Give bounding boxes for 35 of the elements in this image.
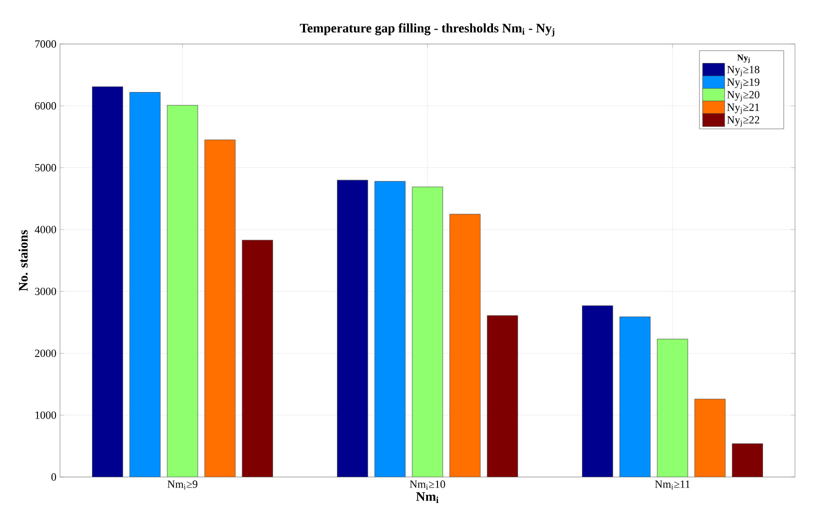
y-axis-title: No. staions (18, 230, 28, 292)
bar (242, 240, 273, 477)
bar (92, 86, 124, 477)
y-tick-label: 0 (51, 473, 56, 481)
bar (486, 315, 518, 477)
legend-label: Ny$_{j}$≥22 (727, 116, 760, 127)
y-tick-label: 4000 (34, 226, 56, 234)
y-tick-label: 5000 (35, 164, 56, 172)
bar (620, 316, 651, 477)
legend-label: Ny$_{j}$≥21 (727, 104, 760, 114)
y-tick-label: 6000 (35, 102, 56, 110)
bar (582, 305, 614, 477)
y-tick-label: 3000 (35, 288, 56, 296)
legend-label: Ny$_{j}$≥19 (727, 78, 760, 89)
y-tick-label: 2000 (35, 350, 56, 357)
bar (204, 140, 236, 477)
bar (130, 92, 161, 477)
legend-label: Ny$_{j}$≥18 (727, 66, 760, 76)
bar (656, 338, 688, 477)
x-tick-label: Nm$_{i}$≥9 (168, 480, 198, 490)
bar (694, 398, 726, 477)
bar (337, 180, 368, 477)
x-tick-label: Nm$_{i}$≥11 (655, 480, 690, 490)
bar (449, 214, 480, 477)
x-axis-title: Nm$_{i}$ (416, 492, 438, 503)
chart-title: Temperature gap filling - thresholds Nm$_{i}$ - Ny$_{j}$ (300, 23, 554, 36)
legend-title: Ny$_{j}$ (737, 54, 750, 63)
x-tick-label: Nm$_{i}$≥10 (410, 480, 446, 490)
bar (374, 181, 406, 477)
y-tick-label: 1000 (36, 411, 56, 419)
bar (412, 186, 444, 477)
legend-label: Ny$_{j}$≥20 (727, 91, 760, 102)
bar (166, 105, 198, 477)
y-tick-label: 7000 (35, 40, 56, 48)
bar (732, 443, 763, 477)
